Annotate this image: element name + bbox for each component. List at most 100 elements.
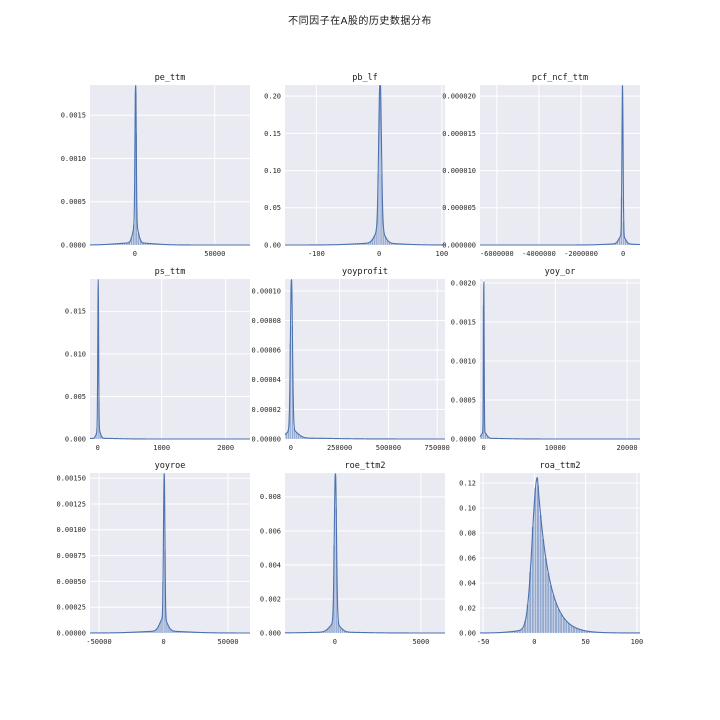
subplot-yoy-or: yoy_or 0.0000 0.0005 0.0010 0.0015 0.0020 0 100…: [410, 265, 645, 470]
svg-text:0: 0: [96, 444, 100, 452]
svg-text:-50000: -50000: [86, 638, 111, 646]
svg-text:-6000000: -6000000: [480, 250, 514, 258]
y-tick-labels: 0.00 0.05 0.10 0.15 0.20: [264, 93, 281, 250]
svg-text:0.0005: 0.0005: [61, 198, 86, 206]
svg-text:100: 100: [436, 250, 449, 258]
svg-text:0.12: 0.12: [459, 479, 476, 487]
svg-text:100: 100: [631, 638, 644, 646]
x-tick-labels: -50 0 50 100: [477, 638, 643, 646]
svg-text:0.08: 0.08: [459, 529, 476, 537]
svg-text:0.0020: 0.0020: [451, 279, 476, 287]
svg-text:0.00050: 0.00050: [56, 578, 86, 586]
kde-line: [479, 476, 641, 634]
svg-text:0.00000: 0.00000: [251, 435, 281, 443]
svg-text:0.04: 0.04: [459, 579, 476, 587]
svg-text:0.000015: 0.000015: [442, 130, 476, 138]
svg-text:0.0005: 0.0005: [451, 396, 476, 404]
subplot-title: yoyroe: [155, 461, 186, 471]
svg-text:0: 0: [161, 638, 165, 646]
yoy-or-chart-canvas: yoy_or 0.0000 0.0005 0.0010 0.0015 0.0020 0 100…: [451, 267, 641, 452]
plot-area: [285, 473, 445, 633]
x-tick-labels: 0 50000: [133, 250, 226, 258]
svg-text:0.015: 0.015: [65, 308, 86, 316]
subplot-roe-ttm2: roe_ttm2 0.000 0.002 0.004 0.006 0.008 0 5000: [215, 459, 450, 664]
subplot-yoyprofit: yoyprofit 0.00000 0.00002 0.00004 0.00006 0.0…: [215, 265, 450, 470]
svg-text:0.00: 0.00: [459, 629, 476, 637]
x-tick-labels: 0 1000 2000: [96, 444, 235, 452]
subplot-ps-ttm: ps_ttm 0.000 0.005 0.010 0.015 0 1000 2000: [20, 265, 255, 470]
y-tick-labels: 0.000 0.005 0.010 0.015: [65, 308, 86, 444]
subplot-pe-ttm: pe_ttm 0.0000 0.0005 0.0010 0.0015 0 50000: [20, 71, 255, 276]
svg-text:0.000000: 0.000000: [442, 241, 476, 249]
subplot-title: pe_ttm: [155, 73, 186, 83]
plot-area: [285, 279, 445, 439]
svg-text:0: 0: [133, 250, 137, 258]
svg-text:0.06: 0.06: [459, 554, 476, 562]
figure-title: 不同因子在A股的历史数据分布: [288, 16, 432, 27]
y-tick-labels: 0.000000 0.000005 0.000010 0.000015 0.000020: [442, 93, 476, 250]
svg-text:0.005: 0.005: [65, 393, 86, 401]
svg-text:0.010: 0.010: [65, 350, 86, 358]
svg-text:0.00004: 0.00004: [251, 376, 281, 384]
y-tick-labels: 0.00000 0.00002 0.00004 0.00006 0.00008 0.000…: [251, 287, 281, 443]
subplot-title: pb_lf: [352, 73, 378, 83]
svg-text:5000: 5000: [412, 638, 429, 646]
ps-ttm-chart-canvas: ps_ttm 0.000 0.005 0.010 0.015 0 1000 2000: [65, 267, 251, 452]
svg-text:500000: 500000: [376, 444, 401, 452]
svg-text:0: 0: [377, 250, 381, 258]
pcf-ncf-ttm-chart-canvas: pcf_ncf_ttm0.0000000.0000050.0000100.000…: [442, 73, 641, 258]
svg-text:0.00125: 0.00125: [56, 500, 86, 508]
svg-text:50000: 50000: [204, 250, 225, 258]
svg-text:0.0010: 0.0010: [451, 357, 476, 365]
svg-text:0.00008: 0.00008: [251, 317, 281, 325]
svg-text:0.008: 0.008: [260, 493, 281, 501]
pe-ttm-chart-canvas: pe_ttm 0.0000 0.0005 0.0010 0.0015 0 50000: [61, 73, 251, 258]
svg-text:0: 0: [621, 250, 625, 258]
plot-area: [480, 85, 640, 245]
svg-text:0.00000: 0.00000: [56, 629, 86, 637]
x-tick-labels: 0 5000: [333, 638, 430, 646]
kde-line: [89, 279, 251, 440]
svg-text:20000: 20000: [617, 444, 638, 452]
svg-text:0: 0: [481, 444, 485, 452]
kde-line: [284, 473, 446, 634]
svg-text:0.000: 0.000: [65, 435, 86, 443]
subplot-title: yoyprofit: [342, 267, 388, 277]
subplot-pb-lf: pb_lf 0.00 0.05 0.10 0.15 0.20 -100 0 100: [215, 71, 450, 276]
svg-text:-4000000: -4000000: [522, 250, 556, 258]
svg-text:0.000: 0.000: [260, 629, 281, 637]
svg-text:0.05: 0.05: [264, 204, 281, 212]
y-tick-labels: 0.0000 0.0005 0.0010 0.0015: [61, 112, 86, 250]
yoyprofit-chart-canvas: yoyprofit0.000000.000020.000040.000060.0…: [251, 267, 450, 452]
svg-text:0.004: 0.004: [260, 561, 281, 569]
svg-text:1000: 1000: [153, 444, 170, 452]
svg-text:0.00075: 0.00075: [56, 552, 86, 560]
svg-text:-50: -50: [477, 638, 490, 646]
x-tick-labels: -6000000 -4000000 -2000000 0: [480, 250, 625, 258]
pb-lf-chart-canvas: pb_lf 0.00 0.05 0.10 0.15 0.20 -100 0 100: [264, 73, 448, 258]
svg-text:0: 0: [289, 444, 293, 452]
x-tick-labels: -50000 0 50000: [86, 638, 238, 646]
svg-text:0.00006: 0.00006: [251, 347, 281, 355]
svg-text:750000: 750000: [425, 444, 450, 452]
kde-line: [284, 85, 446, 246]
svg-text:2000: 2000: [217, 444, 234, 452]
x-tick-labels: -100 0 100: [308, 250, 448, 258]
subplot-roa-ttm2: roa_ttm2 0.00 0.02 0.04 0.06 0.08 0.10 0.12 -50 0…: [410, 459, 645, 664]
plot-area: [90, 473, 250, 633]
yoyroe-chart-canvas: yoyroe 0.00000 0.00025 0.00050 0.00075 0.0010…: [56, 461, 251, 646]
subplot-title: roa_ttm2: [540, 461, 581, 471]
svg-text:0.00: 0.00: [264, 241, 281, 249]
y-tick-labels: 0.00000 0.00025 0.00050 0.00075 0.00100 0.001…: [56, 475, 86, 638]
kde-line: [89, 85, 251, 246]
svg-text:0.000005: 0.000005: [442, 204, 476, 212]
plot-area: [480, 279, 640, 439]
svg-text:0.0000: 0.0000: [61, 241, 86, 249]
x-tick-labels: 0 10000 20000: [481, 444, 637, 452]
svg-text:0.002: 0.002: [260, 595, 281, 603]
plot-area: [480, 473, 640, 633]
x-tick-labels: 0 250000 500000 750000: [289, 444, 450, 452]
y-tick-labels: 0.000 0.002 0.004 0.006 0.008: [260, 493, 281, 637]
svg-text:10000: 10000: [545, 444, 566, 452]
